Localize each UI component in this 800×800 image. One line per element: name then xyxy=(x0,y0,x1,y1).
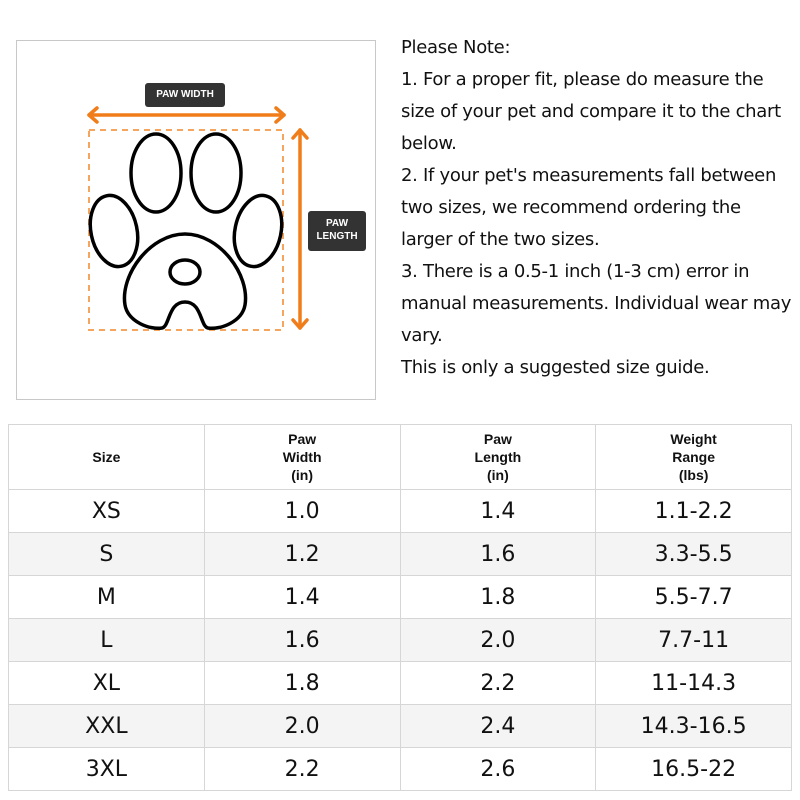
note-3: 3. There is a 0.5-1 inch (1-3 cm) error … xyxy=(401,261,797,346)
cell-paw-width: 1.6 xyxy=(203,618,401,662)
size-notes: Please Note: 1. For a proper fit, please… xyxy=(401,32,796,384)
paw-diagram-svg xyxy=(87,106,309,331)
header-text: (in) xyxy=(486,467,509,483)
header-text: Paw xyxy=(288,431,317,447)
header-weight-range: Weight Range (lbs) xyxy=(595,424,792,490)
table-row: M 1.4 1.8 5.5-7.7 xyxy=(8,575,792,619)
paw-width-arrow xyxy=(87,106,286,124)
paw-length-arrow xyxy=(291,128,309,330)
header-text: (in) xyxy=(291,467,313,483)
cell-paw-width: 2.0 xyxy=(203,704,401,748)
cell-size: 3XL xyxy=(8,747,205,791)
header-text: (lbs) xyxy=(678,467,709,483)
header-text: Size xyxy=(92,449,121,465)
dashed-measure-box xyxy=(88,129,284,331)
paw-print-icon xyxy=(88,132,284,331)
note-1: 1. For a proper fit, please do measure t… xyxy=(401,69,787,154)
paw-length-label: PAW LENGTH xyxy=(308,211,366,251)
cell-size: L xyxy=(8,618,205,662)
paw-length-label-line2: LENGTH xyxy=(316,231,358,242)
cell-paw-length: 2.2 xyxy=(399,661,597,705)
cell-weight-range: 16.5-22 xyxy=(595,747,792,791)
cell-paw-length: 2.4 xyxy=(399,704,597,748)
cell-weight-range: 14.3-16.5 xyxy=(595,704,792,748)
header-text: Paw xyxy=(483,431,512,447)
header-text: Width xyxy=(282,449,322,465)
cell-weight-range: 1.1-2.2 xyxy=(595,489,792,533)
cell-weight-range: 5.5-7.7 xyxy=(595,575,792,619)
size-chart-table: Size Paw Width (in) Paw Length (in) Weight Ra… xyxy=(8,424,792,791)
cell-paw-length: 1.4 xyxy=(399,489,597,533)
notes-heading: Please Note: xyxy=(401,37,511,58)
table-row: 3XL 2.2 2.6 16.5-22 xyxy=(8,747,792,791)
cell-paw-length: 2.6 xyxy=(399,747,597,791)
cell-paw-width: 1.8 xyxy=(203,661,401,705)
cell-size: XXL xyxy=(8,704,205,748)
cell-paw-width: 1.4 xyxy=(203,575,401,619)
header-text: Weight xyxy=(670,431,717,447)
paw-width-label: PAW WIDTH xyxy=(145,83,225,107)
table-header-row: Size Paw Width (in) Paw Length (in) Weight Ra… xyxy=(8,424,792,490)
table-row: XS 1.0 1.4 1.1-2.2 xyxy=(8,489,792,533)
cell-size: S xyxy=(8,532,205,576)
note-2: 2. If your pet's measurements fall betwe… xyxy=(401,165,782,250)
cell-paw-width: 1.0 xyxy=(203,489,401,533)
table-row: L 1.6 2.0 7.7-11 xyxy=(8,618,792,662)
cell-weight-range: 3.3-5.5 xyxy=(595,532,792,576)
cell-paw-width: 2.2 xyxy=(203,747,401,791)
cell-size: XL xyxy=(8,661,205,705)
cell-weight-range: 11-14.3 xyxy=(595,661,792,705)
cell-paw-length: 1.8 xyxy=(399,575,597,619)
header-text: Range xyxy=(672,449,716,465)
table-row: XXL 2.0 2.4 14.3-16.5 xyxy=(8,704,792,748)
table-row: XL 1.8 2.2 11-14.3 xyxy=(8,661,792,705)
cell-paw-length: 1.6 xyxy=(399,532,597,576)
header-paw-length: Paw Length (in) xyxy=(399,424,597,490)
header-text: Length xyxy=(474,449,522,465)
cell-paw-width: 1.2 xyxy=(203,532,401,576)
paw-measurement-diagram: PAW WIDTH PAW LENGTH xyxy=(16,40,376,400)
table-row: S 1.2 1.6 3.3-5.5 xyxy=(8,532,792,576)
cell-size: XS xyxy=(8,489,205,533)
cell-paw-length: 2.0 xyxy=(399,618,597,662)
note-disclaimer: This is only a suggested size guide. xyxy=(401,357,710,378)
cell-weight-range: 7.7-11 xyxy=(595,618,792,662)
paw-length-label-line1: PAW xyxy=(325,218,349,229)
cell-size: M xyxy=(8,575,205,619)
header-size: Size xyxy=(8,424,205,490)
header-paw-width: Paw Width (in) xyxy=(203,424,401,490)
